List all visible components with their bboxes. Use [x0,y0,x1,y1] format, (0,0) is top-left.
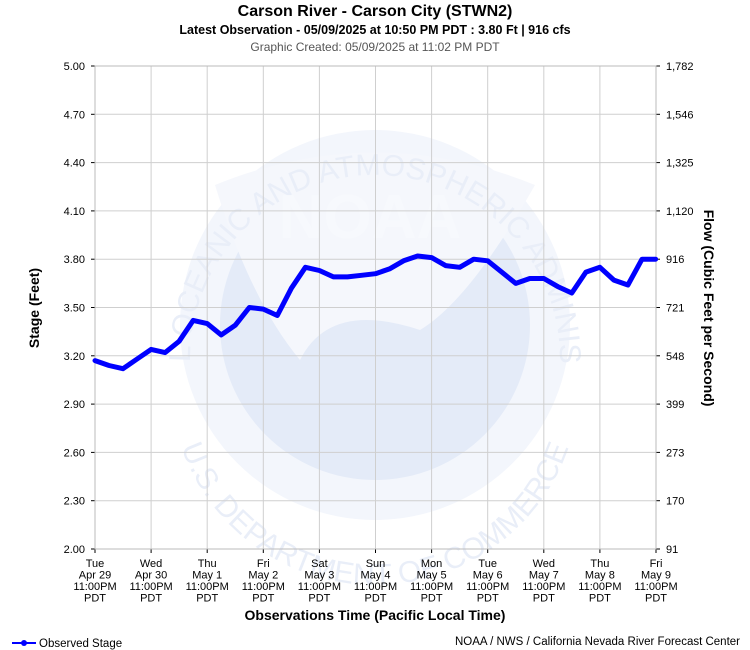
y2-tick-label: 170 [666,496,684,508]
x-tick-line: PDT [252,593,274,605]
x-tick-line: Thu [198,558,217,570]
x-tick-line: May 1 [192,570,222,582]
x-tick-line: PDT [84,593,106,605]
x-tick-label: Mon May 5 11:00PM PDT [410,558,453,605]
x-tick-line: PDT [477,593,499,605]
legend-dot [21,640,27,646]
y-tick-label: 4.40 [64,158,85,170]
x-tick-line: Mon [421,558,442,570]
x-tick-label: Thu May 8 11:00PM PDT [578,558,621,605]
x-tick-line: Wed [140,558,162,570]
x-tick-line: May 9 [641,570,671,582]
y-tick-label: 3.80 [64,254,85,266]
y-tick-label: 5.00 [64,61,85,73]
y-tick-label: 2.90 [64,399,85,411]
source-note: NOAA / NWS / California Nevada River For… [455,636,740,648]
x-tick-line: May 5 [417,570,447,582]
watermark: NATIONAL OCEANIC AND ATMOSPHERIC ADMINIS… [0,0,586,592]
y-tick-label: 2.30 [64,496,85,508]
x-tick-label: Wed Apr 30 11:00PM PDT [129,558,172,605]
x-tick-line: PDT [421,593,443,605]
y-tick-label: 3.20 [64,351,85,363]
x-tick-line: PDT [645,593,667,605]
x-axis-label: Observations Time (Pacific Local Time) [245,607,506,623]
x-tick-line: 11:00PM [466,581,509,593]
x-tick-line: 11:00PM [522,581,565,593]
y2-tick-label: 548 [666,351,684,363]
watermark-center: NOAA [279,183,462,252]
x-tick-line: 11:00PM [186,581,229,593]
x-tick-line: Apr 29 [79,570,111,582]
x-tick-line: Sun [366,558,386,570]
y2-tick-label: 1,546 [666,109,694,121]
y-tick-label: 2.00 [64,544,85,556]
x-tick-label: Tue Apr 29 11:00PM PDT [73,558,116,605]
y2-tick-label: 916 [666,254,684,266]
x-tick-line: 11:00PM [129,581,172,593]
x-tick-line: 11:00PM [410,581,453,593]
x-tick-line: Tue [478,558,497,570]
y2-axis-label: Flow (Cubic Feet per Second) [701,210,717,407]
y2-tick-label: 273 [666,447,684,459]
x-tick-label: Tue May 6 11:00PM PDT [466,558,509,605]
x-tick-line: PDT [589,593,611,605]
x-tick-line: Thu [590,558,609,570]
x-tick-line: PDT [140,593,162,605]
chart-subtitle: Latest Observation - 05/09/2025 at 10:50… [179,23,570,37]
x-tick-label: Wed May 7 11:00PM PDT [522,558,565,605]
x-tick-label: Sun May 4 11:00PM PDT [354,558,397,605]
x-tick-line: Fri [650,558,663,570]
x-tick-line: Wed [533,558,555,570]
y-axis-label: Stage (Feet) [26,268,42,348]
x-tick-line: 11:00PM [298,581,341,593]
y2-tick-label: 1,782 [666,61,694,73]
x-tick-line: 11:00PM [578,581,621,593]
x-tick-line: May 7 [529,570,559,582]
stage-line [92,253,659,372]
x-tick-line: May 6 [473,570,503,582]
x-tick-label: Sat May 3 11:00PM PDT [298,558,341,605]
y-tick-label: 2.60 [64,447,85,459]
x-tick-line: 11:00PM [354,581,397,593]
x-tick-line: 11:00PM [242,581,285,593]
x-tick-line: 11:00PM [634,581,677,593]
y2-tick-label: 399 [666,399,684,411]
y-tick-label: 4.10 [64,206,85,218]
x-tick-line: Tue [86,558,105,570]
x-tick-line: Fri [257,558,270,570]
x-tick-line: PDT [533,593,555,605]
x-tick-line: PDT [365,593,387,605]
x-tick-line: May 8 [585,570,615,582]
y2-tick-label: 721 [666,303,684,315]
x-tick-label: Fri May 2 11:00PM PDT [242,558,285,605]
y2-tick-label: 1,325 [666,158,694,170]
x-tick-line: PDT [308,593,330,605]
legend-label: Observed Stage [39,638,122,650]
x-tick-line: PDT [196,593,218,605]
x-tick-line: May 3 [304,570,334,582]
plot-frame [94,65,657,550]
x-tick-line: May 4 [361,570,391,582]
x-tick-line: 11:00PM [73,581,116,593]
y2-tick-label: 91 [666,544,678,556]
x-tick-line: May 2 [248,570,278,582]
x-tick-label: Fri May 9 11:00PM PDT [634,558,677,605]
y-tick-label: 3.50 [64,303,85,315]
x-tick-line: Sat [311,558,328,570]
created-note: Graphic Created: 05/09/2025 at 11:02 PM … [250,40,500,54]
y2-tick-label: 1,120 [666,206,694,218]
chart-title: Carson River - Carson City (STWN2) [238,3,513,20]
y-tick-label: 4.70 [64,109,85,121]
x-tick-line: Apr 30 [135,570,167,582]
x-tick-label: Thu May 1 11:00PM PDT [186,558,229,605]
